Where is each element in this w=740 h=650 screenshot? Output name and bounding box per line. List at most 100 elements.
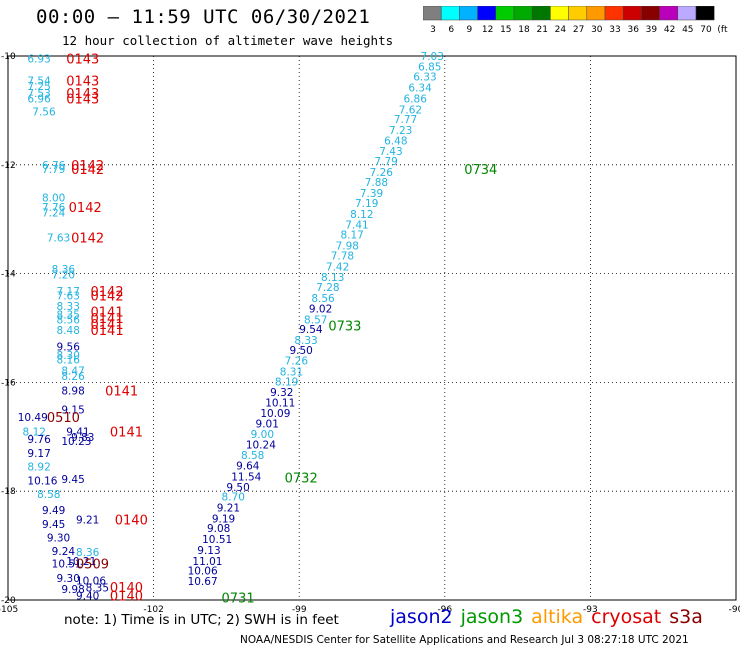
swh-value: 9.64 — [236, 461, 260, 473]
swh-value: 7.62 — [399, 104, 422, 116]
color-scale-label: 30 — [591, 25, 603, 35]
pass-time-label: 0141 — [105, 385, 138, 400]
color-scale-label: 33 — [609, 25, 620, 35]
swh-value: 10.16 — [27, 475, 57, 487]
color-scale-label: 36 — [627, 25, 639, 35]
swh-value: 7.23 — [389, 125, 412, 137]
swh-value: 9.50 — [226, 482, 249, 494]
swh-value: 7.03 — [421, 51, 444, 63]
pass-time-label: 0141 — [91, 324, 124, 339]
swh-value: 6.86 — [404, 93, 428, 105]
footer-note: note: 1) Time is in UTC; 2) SWH is in fe… — [64, 612, 339, 628]
page-subtitle: 12 hour collection of altimeter wave hei… — [62, 33, 394, 48]
swh-value: 7.79 — [42, 164, 65, 176]
swh-value: 10.67 — [188, 576, 218, 588]
legend-s3a: s3a — [669, 606, 703, 628]
swh-value: 8.19 — [275, 376, 298, 388]
pass-time-label: 0142 — [91, 285, 124, 300]
swh-value: 7.42 — [326, 262, 349, 274]
swh-value: 10.09 — [260, 408, 290, 420]
swh-value: 9.02 — [309, 303, 332, 315]
y-tick-label: -12 — [1, 161, 16, 171]
swh-value: 11.01 — [192, 556, 222, 568]
swh-value: 7.17 — [57, 286, 80, 298]
swh-value: 7.77 — [394, 114, 417, 126]
pass-time-label: 0140 — [110, 581, 143, 596]
x-tick-label: -93 — [583, 605, 598, 615]
swh-value: 9.08 — [207, 523, 230, 535]
swh-value: 10.06 — [76, 575, 106, 587]
swh-value: 9.56 — [57, 341, 81, 353]
swh-value: 10.21 — [66, 556, 96, 568]
pass-time-label: 0143 — [66, 92, 99, 107]
swh-value: 9.17 — [27, 448, 50, 460]
swh-value: 9.00 — [251, 429, 274, 441]
swh-value: 6.85 — [418, 61, 441, 73]
swh-value: 9.50 — [289, 345, 312, 357]
pass-time-label: 0510 — [47, 411, 80, 426]
swh-value: 8.12 — [350, 209, 373, 221]
y-tick-label: -18 — [1, 487, 16, 497]
swh-value: 6.34 — [408, 83, 432, 95]
color-scale-label: 21 — [536, 25, 547, 35]
pass-time-label: 0143 — [66, 87, 99, 102]
swh-value: 9.83 — [71, 432, 94, 444]
swh-value: 7.79 — [374, 156, 397, 168]
swh-value: 9.01 — [256, 419, 279, 431]
swh-value: 7.63 — [57, 290, 80, 302]
swh-value: 9.21 — [76, 514, 99, 526]
swh-value: 8.57 — [304, 314, 327, 326]
swh-value: 8.00 — [42, 192, 65, 204]
swh-value: 8.35 — [57, 309, 80, 321]
swh-value: 9.15 — [61, 405, 84, 417]
swh-value: 10.51 — [202, 534, 232, 546]
legend-jason3: jason3 — [460, 606, 524, 628]
swh-value: 7.39 — [360, 188, 383, 200]
swh-value: 7.19 — [355, 198, 378, 210]
color-scale-label: 42 — [664, 25, 675, 35]
swh-value: 8.98 — [61, 386, 84, 398]
color-scale-label: 24 — [555, 25, 567, 35]
swh-value: 7.54 — [27, 75, 51, 87]
swh-value: 8.35 — [86, 582, 109, 594]
swh-value: 10.11 — [265, 398, 295, 410]
swh-value: 9.24 — [52, 546, 76, 558]
pass-time-label: 0143 — [66, 74, 99, 89]
swh-value: 7.26 — [285, 356, 309, 368]
color-scale-label: 6 — [448, 25, 454, 35]
swh-value: 9.21 — [217, 503, 240, 515]
y-tick-label: -16 — [1, 378, 16, 388]
pass-time-label: 0509 — [76, 558, 109, 573]
swh-value: 10.24 — [246, 439, 276, 451]
swh-value: 10.06 — [188, 566, 218, 578]
swh-value: 10.51 — [52, 559, 82, 571]
color-scale-label: 45 — [682, 25, 693, 35]
swh-value: 8.13 — [321, 272, 344, 284]
swh-value: 9.19 — [212, 513, 235, 525]
pass-time-label: 0731 — [222, 591, 255, 606]
color-scale-label: (ft) — [717, 25, 728, 35]
swh-value: 9.76 — [27, 434, 51, 446]
swh-value: 7.76 — [42, 202, 66, 214]
swh-value: 11.54 — [231, 472, 261, 484]
color-scale-label: 70 — [700, 25, 712, 35]
swh-value: 9.41 — [66, 426, 89, 438]
swh-value: 8.70 — [222, 492, 245, 504]
swh-value: 7.88 — [365, 177, 388, 189]
pass-time-label: 0732 — [285, 472, 318, 487]
page-title: 00:00 — 11:59 UTC 06/30/2021 — [36, 6, 371, 28]
swh-value: 9.13 — [197, 545, 220, 557]
map-frame — [7, 55, 737, 601]
y-tick-label: -14 — [1, 270, 16, 280]
swh-value: 8.56 — [57, 314, 81, 326]
swh-value: 7.53 — [27, 88, 50, 100]
swh-value: 9.54 — [299, 324, 323, 336]
swh-value: 7.41 — [345, 220, 368, 232]
credit-line: NOAA/NESDIS Center for Satellite Applica… — [240, 634, 689, 646]
y-tick-label: -10 — [1, 52, 16, 62]
pass-time-label: 0143 — [66, 53, 99, 68]
swh-value: 8.17 — [340, 229, 363, 241]
swh-value: 9.98 — [61, 584, 84, 596]
